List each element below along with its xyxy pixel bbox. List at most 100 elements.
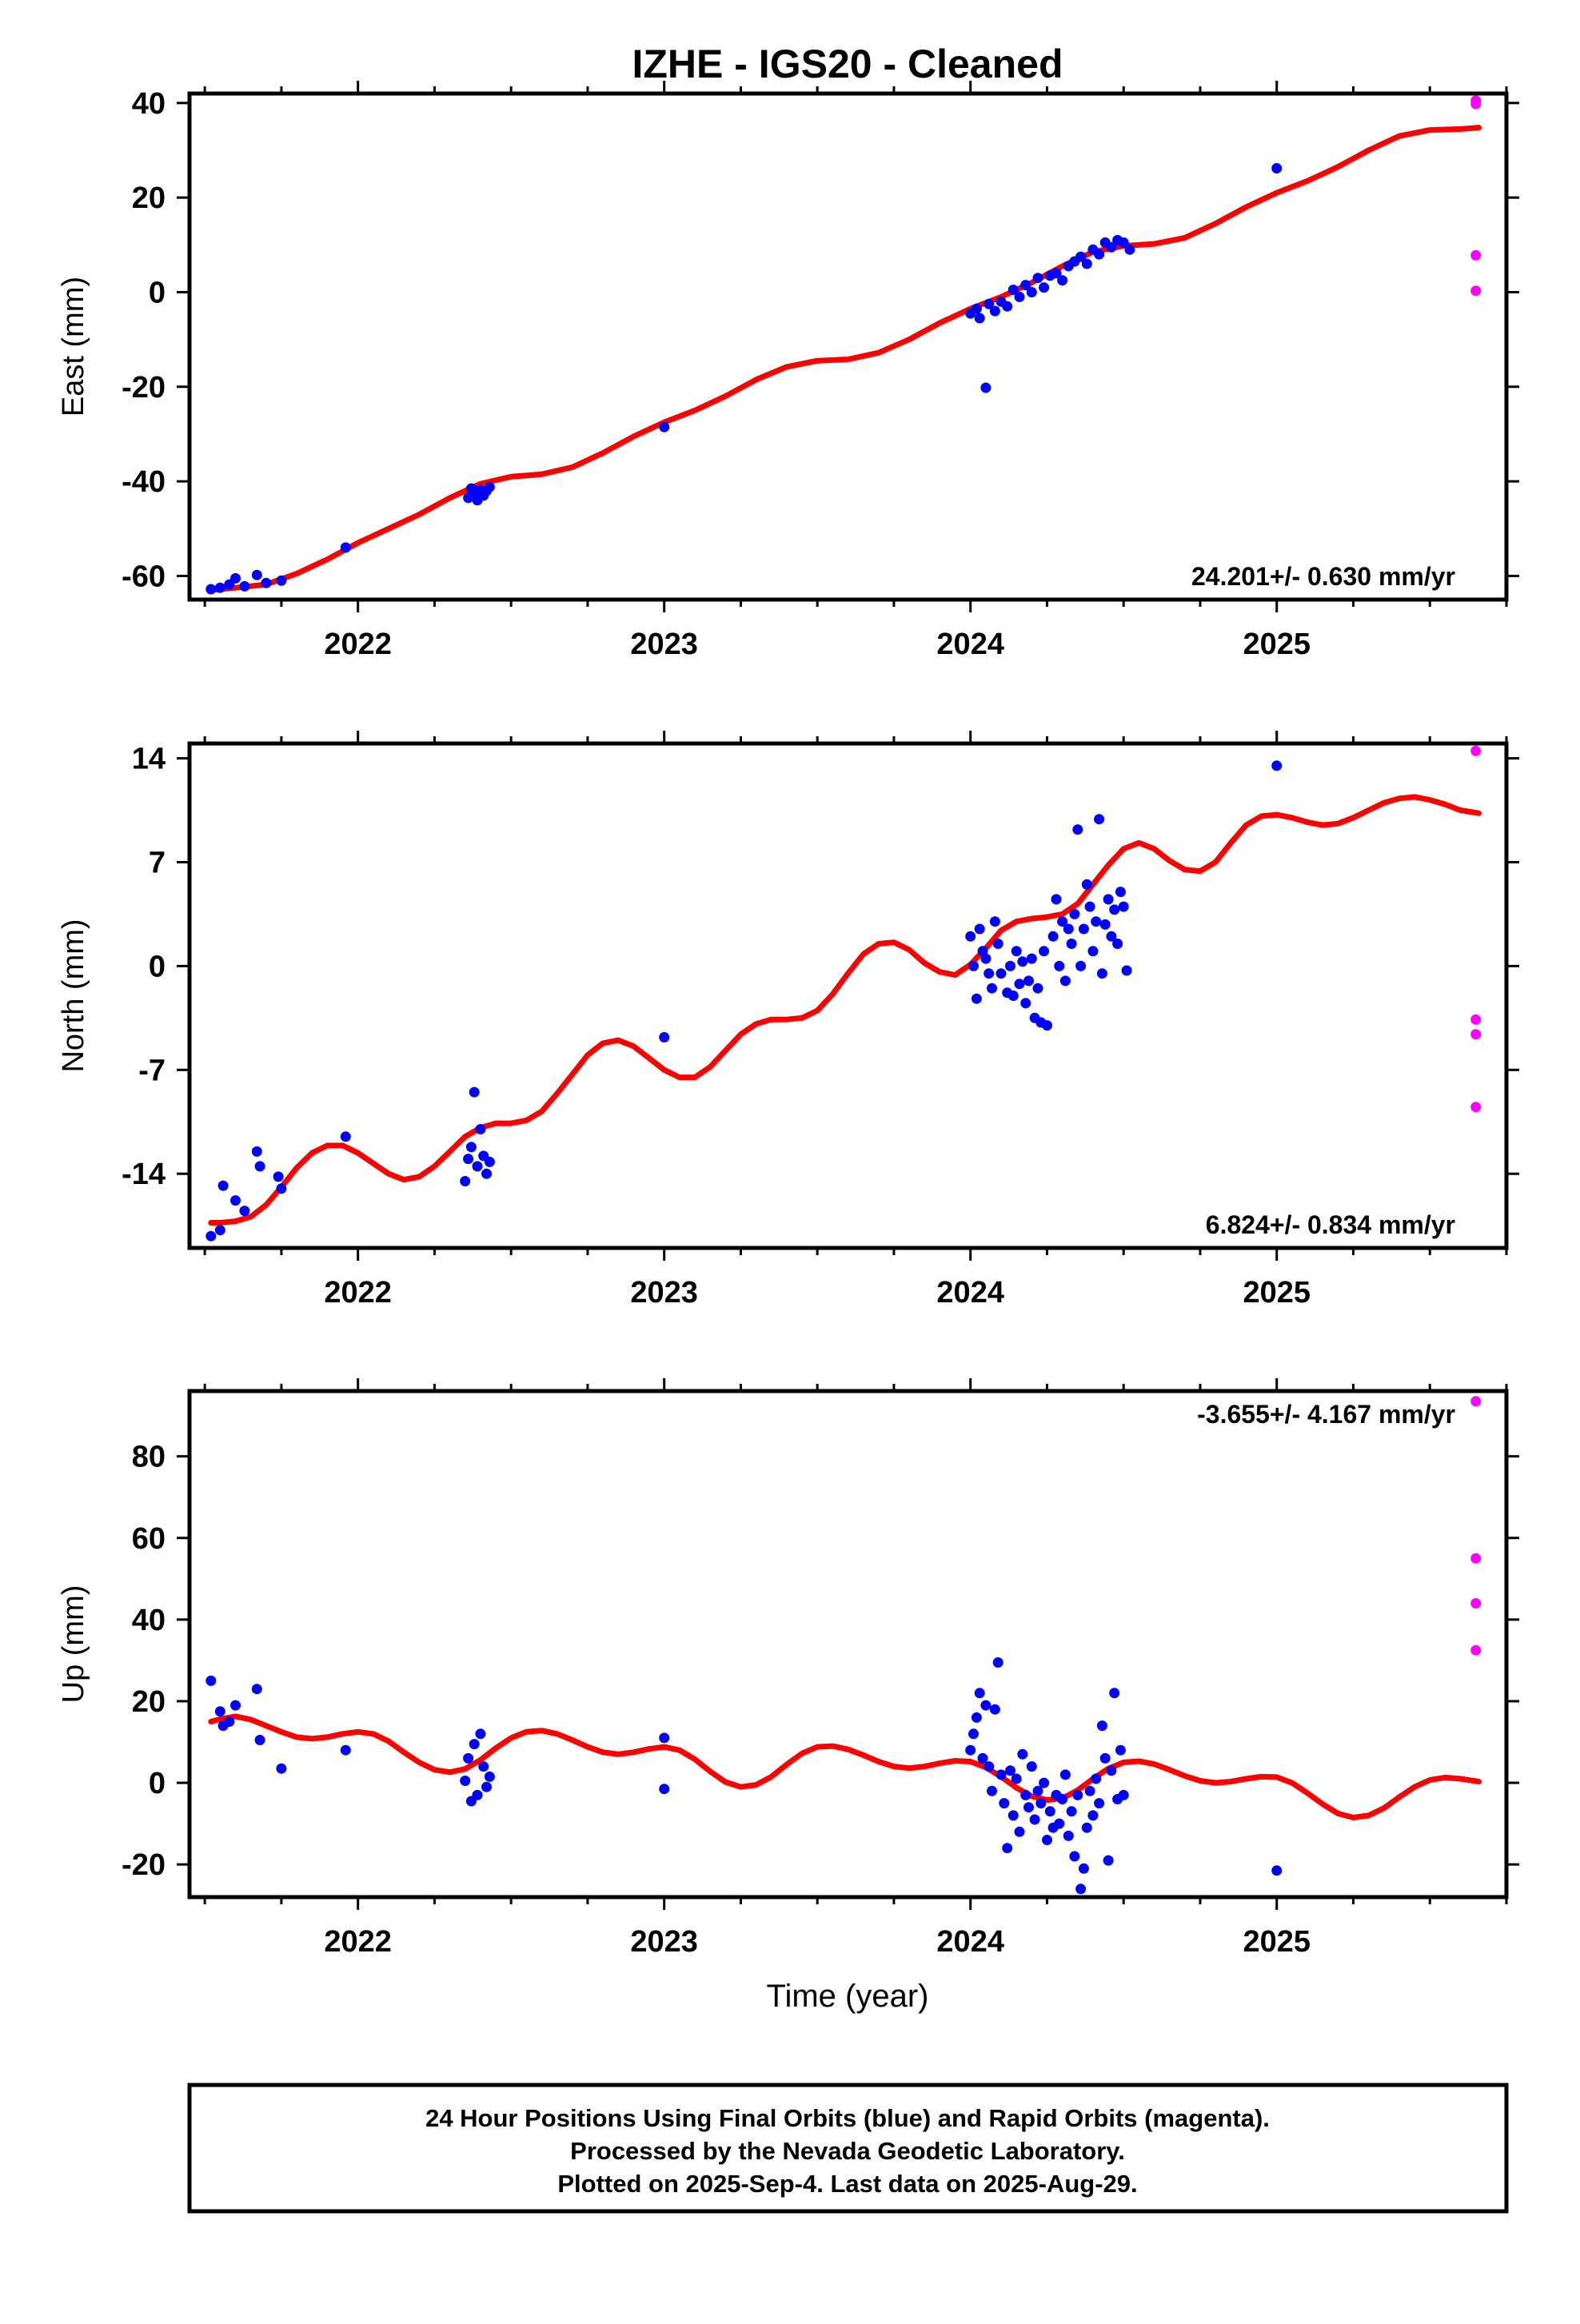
final-orbit-point	[1057, 1794, 1068, 1804]
final-orbit-point	[659, 1032, 670, 1042]
final-orbit-point	[1103, 1855, 1114, 1866]
final-orbit-point	[977, 1752, 988, 1764]
footer-frame	[187, 2083, 1509, 2214]
footer-line-3: Plotted on 2025-Sep-4. Last data on 2025…	[557, 2170, 1137, 2198]
final-orbit-point	[1063, 1830, 1074, 1841]
final-orbit-point	[276, 1763, 287, 1774]
final-orbit-point	[974, 1688, 985, 1699]
final-orbit-point	[1042, 1835, 1052, 1845]
final-orbit-point	[1042, 1020, 1052, 1031]
plot-frame	[187, 1389, 1509, 1899]
final-orbit-point	[340, 1131, 351, 1142]
y-tick-label: -20	[122, 371, 166, 405]
final-orbit-point	[1084, 1785, 1095, 1796]
final-orbit-point	[1106, 241, 1117, 253]
final-orbit-point	[481, 1781, 492, 1792]
final-orbit-point	[1057, 275, 1068, 286]
final-orbit-point	[1011, 946, 1022, 957]
final-orbit-point	[214, 1225, 225, 1236]
final-orbit-point	[1096, 968, 1107, 979]
rapid-orbit-point	[1470, 249, 1482, 261]
final-orbit-point	[478, 1761, 489, 1772]
final-orbit-point	[463, 1752, 474, 1764]
final-orbit-point	[475, 1728, 486, 1740]
x-axis-label: Time (year)	[767, 1979, 929, 2014]
final-orbit-point	[984, 968, 995, 979]
final-orbit-point	[273, 1171, 284, 1182]
final-orbit-point	[1099, 1752, 1111, 1764]
final-orbit-point	[1087, 1810, 1099, 1821]
rapid-orbit-point	[1470, 1598, 1482, 1608]
final-orbit-point	[472, 1789, 483, 1800]
final-orbit-point	[1057, 916, 1068, 927]
final-orbit-point	[1020, 1789, 1031, 1800]
final-orbit-point	[1091, 916, 1102, 927]
data-layer	[205, 125, 1482, 595]
final-orbit-point	[1106, 1765, 1117, 1776]
final-orbit-point	[1026, 287, 1037, 297]
final-orbit-point	[276, 575, 287, 586]
final-orbit-point	[484, 481, 495, 492]
final-orbit-point	[1005, 960, 1015, 971]
final-orbit-point	[1109, 904, 1120, 915]
final-orbit-point	[1014, 291, 1025, 302]
final-orbit-point	[659, 1784, 670, 1795]
x-tick-label: 2023	[630, 1925, 698, 1959]
final-orbit-point	[205, 1675, 217, 1686]
final-orbit-point	[1059, 975, 1071, 987]
final-orbit-point	[1014, 979, 1025, 990]
final-orbit-point	[1091, 1773, 1102, 1784]
final-orbit-point	[1271, 1865, 1283, 1876]
y-tick-label: 40	[132, 87, 166, 121]
y-tick-label: -7	[138, 1054, 166, 1087]
final-orbit-point	[1002, 1843, 1013, 1854]
final-orbit-point	[980, 1700, 991, 1711]
panel-up: 2022 2023 2024 2025 80 60 40 20 0 -20 Up (mm) -3.65…	[57, 1378, 1519, 1959]
final-orbit-point	[971, 303, 982, 314]
footer-box: 24 Hour Positions Using Final Orbits (bl…	[187, 2083, 1509, 2214]
y-tick-label: -60	[122, 560, 166, 593]
final-orbit-point	[1032, 1785, 1043, 1796]
y-tick-label: 0	[149, 1767, 166, 1800]
final-orbit-point	[340, 1744, 351, 1756]
final-orbit-point	[1094, 814, 1105, 825]
final-orbit-point	[1118, 901, 1129, 912]
final-orbit-point	[1026, 1761, 1037, 1772]
final-orbit-point	[261, 577, 272, 588]
final-orbit-point	[475, 1124, 486, 1134]
panel-north: 2022 2023 2024 2025 14 7 0 -7 -14 North (mm) 6.824…	[57, 731, 1519, 1309]
final-orbit-point	[1103, 894, 1114, 905]
final-orbit-point	[1051, 894, 1062, 905]
final-orbit-point	[1020, 280, 1031, 291]
x-tick-label: 2022	[324, 628, 392, 661]
final-orbit-point	[974, 923, 985, 935]
final-orbit-point	[251, 1684, 262, 1695]
final-orbit-point	[484, 1156, 495, 1167]
data-layer	[205, 760, 1482, 1242]
final-orbit-point	[968, 1728, 979, 1740]
panel-east: 2022 2023 2024 2025 40 20 0 -20 -40 -60 East (mm) 2…	[57, 81, 1519, 661]
x-tick-label: 2022	[324, 1925, 392, 1959]
final-orbit-point	[1032, 273, 1043, 284]
y-tick-label: 20	[132, 1685, 166, 1719]
model-fit-line	[208, 794, 1482, 1226]
rapid-orbit-point	[1470, 1396, 1482, 1407]
final-orbit-point	[469, 1086, 480, 1098]
final-orbit-point	[230, 1195, 241, 1206]
final-orbit-point	[1039, 1777, 1050, 1788]
plot-frame	[187, 741, 1509, 1250]
final-orbit-point	[1026, 953, 1037, 964]
final-orbit-point	[984, 298, 995, 309]
final-orbit-point	[1047, 931, 1059, 942]
final-orbit-point	[1066, 939, 1077, 949]
final-orbit-point	[1078, 1863, 1089, 1874]
final-orbit-point	[1081, 258, 1092, 269]
final-orbit-point	[1271, 760, 1283, 771]
final-orbit-point	[1081, 1822, 1092, 1833]
final-orbit-point	[224, 1716, 235, 1727]
final-orbit-point	[251, 569, 262, 580]
final-orbit-point	[1007, 285, 1019, 295]
rapid-orbit-point	[1470, 98, 1482, 110]
x-tick-label: 2025	[1243, 1276, 1311, 1309]
